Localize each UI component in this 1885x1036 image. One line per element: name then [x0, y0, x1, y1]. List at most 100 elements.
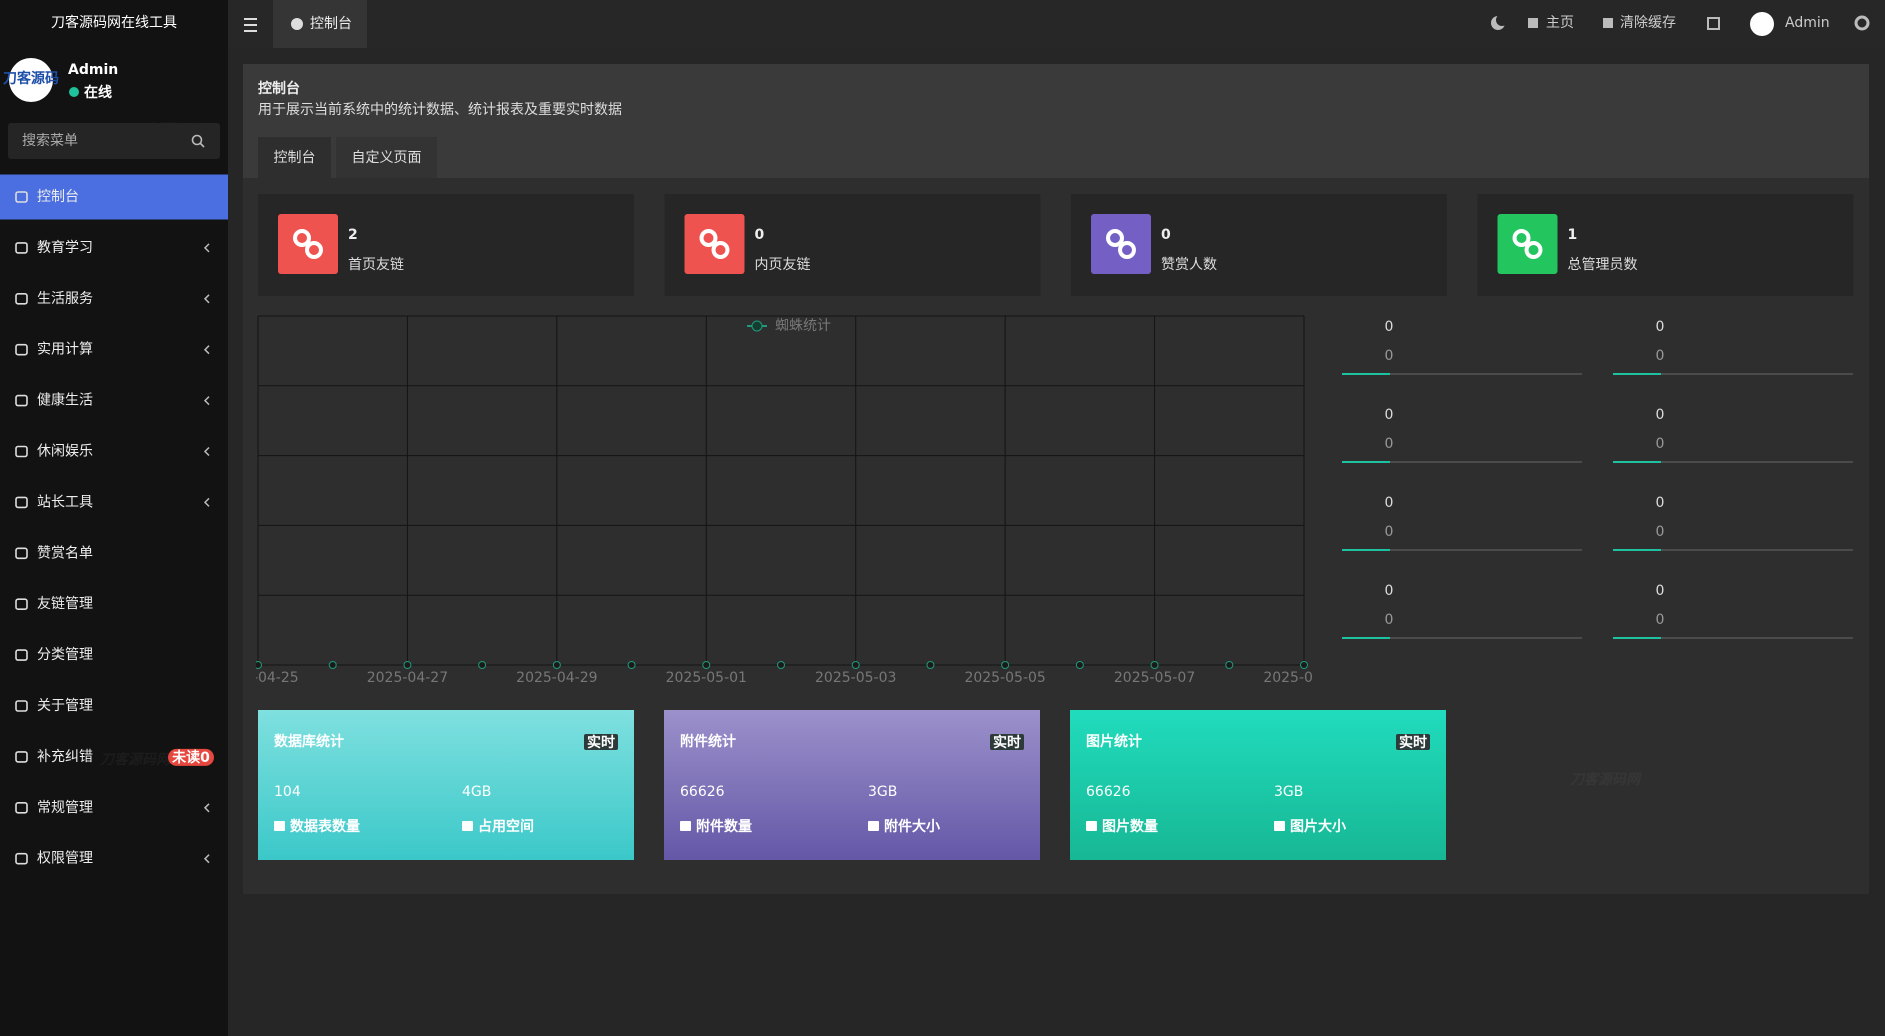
menu-icon [15, 496, 28, 509]
panel-tab[interactable] [336, 137, 437, 178]
menu-label: 补充纠错 [37, 749, 93, 765]
summary-icon [680, 821, 691, 831]
stat-value: 0 [1161, 227, 1171, 243]
menu-item[interactable]: 休闲娱乐 [15, 444, 210, 460]
menu-item[interactable]: 赞赏名单 [15, 545, 93, 561]
menu-chevron [203, 497, 210, 507]
menu-label: 分类管理 [37, 647, 93, 663]
menu-item[interactable]: 健康生活 [15, 392, 210, 409]
top-link[interactable]: 主页 [1546, 15, 1574, 31]
data-point [702, 661, 711, 669]
x-tick-label: 2025-04-27 [367, 670, 448, 686]
menu-label: 教育学习 [37, 240, 93, 256]
menu-chevron [203, 294, 210, 304]
data-point [552, 661, 561, 669]
summary-value: 3GB [868, 784, 897, 800]
menu-item[interactable]: 权限管理 [15, 851, 210, 867]
stat-value: 2 [348, 227, 358, 243]
menu-icon [15, 242, 28, 254]
stat-label: 总管理员数 [1568, 257, 1638, 273]
menu-item[interactable]: 补充纠错 未读0 [15, 748, 214, 766]
mini-sub: 0 [1656, 348, 1665, 364]
brand: 刀客源码网在线工具 [51, 14, 177, 31]
menu-icon [15, 394, 28, 407]
mini-value: 0 [1385, 319, 1394, 335]
panel-tab-label: 自定义页面 [352, 150, 422, 166]
legend-label: 蜘蛛统计 [775, 318, 831, 334]
summary-value: 66626 [1086, 784, 1131, 800]
mini-sub: 0 [1656, 612, 1665, 628]
menu-item[interactable]: 教育学习 [15, 240, 210, 256]
summary-icon [462, 821, 473, 831]
summary-label: 图片数量 [1102, 818, 1158, 835]
summary-title: 附件统计 [680, 733, 736, 750]
menu-chevron [203, 803, 210, 813]
stat-label: 首页友链 [348, 257, 404, 273]
menu-chevron [203, 345, 210, 355]
data-point [926, 661, 935, 669]
summary-badge-text: 实时 [1399, 734, 1427, 751]
summary-label: 附件数量 [696, 818, 752, 835]
data-point [777, 661, 785, 669]
summary-label: 图片大小 [1290, 818, 1346, 835]
menu-item[interactable]: 实用计算 [15, 342, 210, 358]
mini-sub: 0 [1385, 348, 1394, 364]
menu-label: 权限管理 [37, 851, 93, 867]
menu-item[interactable]: 生活服务 [15, 291, 210, 307]
legend-marker [751, 320, 763, 332]
user-name: Admin [68, 62, 118, 78]
stat-value: 1 [1568, 227, 1578, 243]
top-tab[interactable] [273, 0, 367, 48]
menu-icon [15, 649, 28, 661]
menu-chevron [203, 243, 210, 253]
mini-value: 0 [1656, 319, 1665, 335]
menu-icon [15, 343, 28, 356]
summary-card [1070, 710, 1446, 860]
menu-icon [15, 598, 28, 611]
summary-icon [1086, 821, 1097, 831]
x-tick-label: 2025-04-29 [516, 670, 597, 686]
user-status: 在线 [84, 84, 112, 101]
menu-chevron [203, 854, 210, 864]
top-link[interactable]: 清除缓存 [1620, 15, 1676, 31]
x-tick-label: 2025-05-07 [1114, 670, 1195, 686]
top-user[interactable]: Admin [1785, 15, 1830, 31]
summary-value: 3GB [1274, 784, 1303, 800]
menu-item[interactable]: 常规管理 [15, 800, 210, 816]
x-tick-label: 2025-04-25 [217, 670, 298, 686]
top-link-icon [1603, 18, 1613, 28]
stat-icon-glyph [305, 241, 323, 259]
x-tick-label: 2025-05-03 [815, 670, 896, 686]
top-link-icon [1528, 18, 1538, 28]
menu-label: 友链管理 [37, 596, 93, 612]
stat-icon-glyph [711, 241, 730, 259]
menu-label: 赞赏名单 [37, 545, 93, 561]
page-description: 用于展示当前系统中的统计数据、统计报表及重要实时数据 [258, 101, 622, 118]
panel-tab[interactable] [258, 137, 331, 178]
menu-icon [15, 445, 28, 458]
x-tick-label: 2025-05-01 [666, 670, 747, 686]
stat-icon-glyph [1512, 229, 1531, 247]
summary-icon [1274, 821, 1285, 831]
menu-badge-text: 未读0 [172, 749, 210, 766]
mini-value: 0 [1385, 583, 1394, 599]
menu-icon [15, 751, 28, 763]
menu-item[interactable]: 友链管理 [15, 596, 93, 612]
menu-chevron [203, 446, 210, 457]
avatar-text: 刀客源码 [3, 70, 59, 87]
menu-icon [15, 191, 28, 203]
menu-item[interactable]: 分类管理 [15, 647, 93, 663]
search-box[interactable] [8, 123, 220, 159]
menu-item[interactable]: 控制台 [0, 174, 228, 220]
summary-icon [274, 821, 285, 831]
menu-item[interactable]: 关于管理 [15, 698, 93, 714]
menu-item[interactable]: 站长工具 [15, 494, 210, 510]
menu-toggle[interactable] [244, 18, 257, 20]
fullscreen-icon[interactable] [1707, 17, 1720, 30]
menu-toggle[interactable] [244, 24, 257, 26]
data-point [851, 661, 860, 669]
menu-toggle[interactable] [244, 30, 257, 32]
settings-icon[interactable] [1854, 15, 1870, 31]
mini-sub: 0 [1385, 436, 1394, 452]
